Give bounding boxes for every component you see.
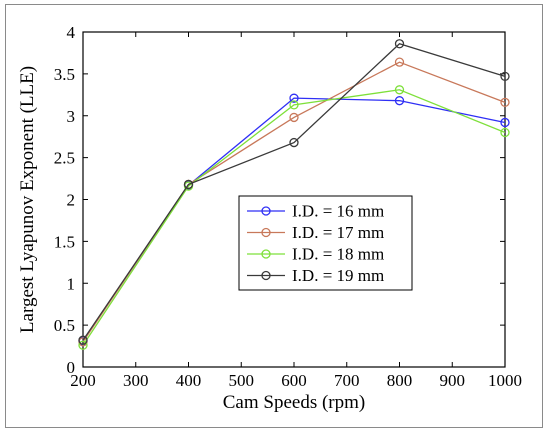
legend-label: I.D. = 17 mm [292,223,384,242]
x-tick-label: 400 [176,371,202,390]
data-point [394,85,405,95]
legend-label: I.D. = 18 mm [292,245,384,264]
legend-marker [261,227,271,238]
y-tick-label: 1 [67,274,76,293]
data-point [500,97,510,107]
x-tick-label: 1000 [488,371,522,390]
data-point [394,57,405,67]
x-tick-label: 800 [387,371,413,390]
x-axis-label: Cam Speeds (rpm) [223,392,365,413]
legend-box [238,195,413,291]
legend-label: I.D. = 16 mm [292,202,384,221]
x-tick-label: 900 [440,371,466,390]
y-tick-label: 3.5 [54,65,75,84]
legend-item: I.D. = 16 mm [247,202,384,221]
x-tick-labels: 200 300 400 500 600 700 800 900 1000 [70,371,522,390]
data-point [394,39,405,49]
y-tick-labels: 0 0.5 1 1.5 2 2.5 3 3.5 4 [54,23,76,377]
axis-ticks [82,31,506,368]
legend-marker [261,206,271,216]
data-point [500,71,510,82]
data-point [500,127,510,138]
y-tick-label: 0.5 [54,316,75,335]
y-tick-label: 2.5 [54,149,75,168]
legend-label: I.D. = 19 mm [292,266,384,285]
data-point [78,340,88,350]
data-point [289,93,299,103]
y-axis-label: Largest Lyapunov Exponent (LLE) [17,66,38,333]
x-tick-label: 700 [334,371,360,390]
data-point [500,117,510,128]
legend-marker [261,249,271,259]
data-point [394,96,405,106]
x-tick-label: 600 [281,371,307,390]
y-tick-label: 0 [67,358,76,377]
series-layer [78,39,510,350]
series-line [82,42,506,341]
data-point [78,335,88,345]
data-point [289,137,299,148]
x-tick-label: 200 [70,371,96,390]
series-4 [78,39,510,345]
x-tick-label: 500 [229,371,255,390]
data-point [183,179,194,190]
y-tick-label: 4 [67,23,76,42]
y-tick-label: 1.5 [54,232,75,251]
legend-marker [261,270,271,281]
y-tick-label: 2 [67,191,76,210]
legend-item: I.D. = 18 mm [247,245,384,264]
data-point [289,100,299,110]
legend-item: I.D. = 19 mm [247,266,384,285]
data-point [289,112,299,123]
series-line [82,89,506,346]
y-tick-label: 3 [67,107,76,126]
legend: I.D. = 16 mm I.D. = 17 mm I.D. = 18 mm I.D.… [238,195,413,291]
x-tick-label: 300 [123,371,149,390]
legend-item: I.D. = 17 mm [247,223,384,242]
